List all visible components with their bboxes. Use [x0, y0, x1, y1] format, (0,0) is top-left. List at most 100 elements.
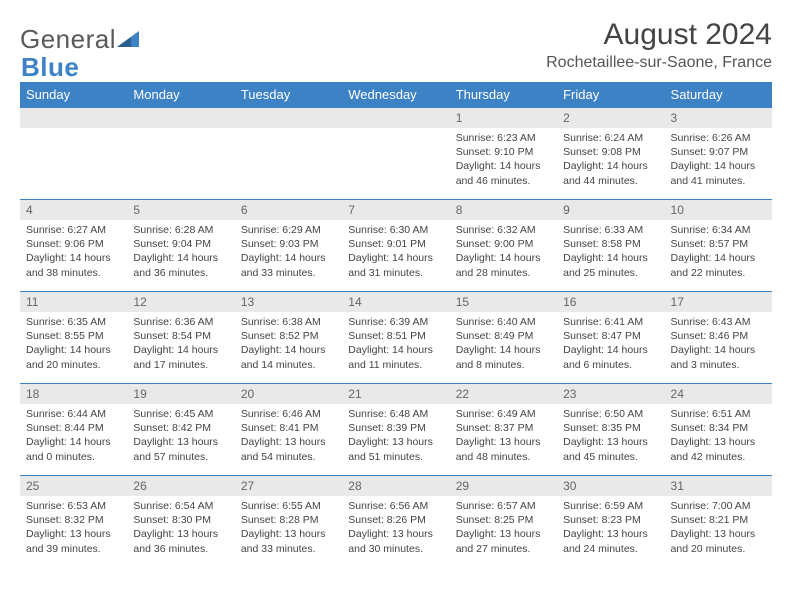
day-cell: 1Sunrise: 6:23 AMSunset: 9:10 PMDaylight… [450, 108, 557, 200]
day-number: 16 [557, 292, 664, 312]
calendar-table: Sunday Monday Tuesday Wednesday Thursday… [20, 82, 772, 568]
day-number: 5 [127, 200, 234, 220]
day-info: Sunrise: 6:29 AMSunset: 9:03 PMDaylight:… [235, 220, 342, 280]
day-cell: 13Sunrise: 6:38 AMSunset: 8:52 PMDayligh… [235, 292, 342, 384]
day-info: Sunrise: 6:54 AMSunset: 8:30 PMDaylight:… [127, 496, 234, 556]
day-info: Sunrise: 6:34 AMSunset: 8:57 PMDaylight:… [665, 220, 772, 280]
day-cell: 11Sunrise: 6:35 AMSunset: 8:55 PMDayligh… [20, 292, 127, 384]
month-title: August 2024 [546, 18, 772, 52]
day-info: Sunrise: 6:46 AMSunset: 8:41 PMDaylight:… [235, 404, 342, 464]
day-info: Sunrise: 6:45 AMSunset: 8:42 PMDaylight:… [127, 404, 234, 464]
day-info: Sunrise: 6:23 AMSunset: 9:10 PMDaylight:… [450, 128, 557, 188]
day-info: Sunrise: 6:48 AMSunset: 8:39 PMDaylight:… [342, 404, 449, 464]
week-row: 11Sunrise: 6:35 AMSunset: 8:55 PMDayligh… [20, 292, 772, 384]
day-info: Sunrise: 7:00 AMSunset: 8:21 PMDaylight:… [665, 496, 772, 556]
dow-tuesday: Tuesday [235, 82, 342, 108]
day-cell: 27Sunrise: 6:55 AMSunset: 8:28 PMDayligh… [235, 476, 342, 568]
day-cell: 5Sunrise: 6:28 AMSunset: 9:04 PMDaylight… [127, 200, 234, 292]
week-row: 18Sunrise: 6:44 AMSunset: 8:44 PMDayligh… [20, 384, 772, 476]
day-number: 21 [342, 384, 449, 404]
day-info: Sunrise: 6:35 AMSunset: 8:55 PMDaylight:… [20, 312, 127, 372]
day-info: Sunrise: 6:49 AMSunset: 8:37 PMDaylight:… [450, 404, 557, 464]
week-row: 4Sunrise: 6:27 AMSunset: 9:06 PMDaylight… [20, 200, 772, 292]
day-info: Sunrise: 6:53 AMSunset: 8:32 PMDaylight:… [20, 496, 127, 556]
empty-day-header [235, 108, 342, 128]
week-row: 1Sunrise: 6:23 AMSunset: 9:10 PMDaylight… [20, 108, 772, 200]
day-number: 19 [127, 384, 234, 404]
logo-sub: Blue [21, 52, 79, 83]
calendar-page: General August 2024 Rochetaillee-sur-Sao… [0, 0, 792, 568]
title-block: August 2024 Rochetaillee-sur-Saone, Fran… [546, 18, 772, 72]
day-info: Sunrise: 6:28 AMSunset: 9:04 PMDaylight:… [127, 220, 234, 280]
day-cell: 4Sunrise: 6:27 AMSunset: 9:06 PMDaylight… [20, 200, 127, 292]
day-info: Sunrise: 6:30 AMSunset: 9:01 PMDaylight:… [342, 220, 449, 280]
header: General August 2024 Rochetaillee-sur-Sao… [20, 18, 772, 72]
day-info: Sunrise: 6:44 AMSunset: 8:44 PMDaylight:… [20, 404, 127, 464]
day-number: 14 [342, 292, 449, 312]
day-number: 27 [235, 476, 342, 496]
day-info: Sunrise: 6:26 AMSunset: 9:07 PMDaylight:… [665, 128, 772, 188]
day-number: 8 [450, 200, 557, 220]
day-cell: 26Sunrise: 6:54 AMSunset: 8:30 PMDayligh… [127, 476, 234, 568]
calendar-body: 1Sunrise: 6:23 AMSunset: 9:10 PMDaylight… [20, 108, 772, 568]
day-number: 13 [235, 292, 342, 312]
empty-day-header [127, 108, 234, 128]
day-cell: 17Sunrise: 6:43 AMSunset: 8:46 PMDayligh… [665, 292, 772, 384]
day-info: Sunrise: 6:33 AMSunset: 8:58 PMDaylight:… [557, 220, 664, 280]
day-cell: 6Sunrise: 6:29 AMSunset: 9:03 PMDaylight… [235, 200, 342, 292]
day-info: Sunrise: 6:55 AMSunset: 8:28 PMDaylight:… [235, 496, 342, 556]
day-number: 1 [450, 108, 557, 128]
day-cell [20, 108, 127, 200]
location: Rochetaillee-sur-Saone, France [546, 54, 772, 72]
day-cell: 28Sunrise: 6:56 AMSunset: 8:26 PMDayligh… [342, 476, 449, 568]
day-number: 25 [20, 476, 127, 496]
day-cell: 24Sunrise: 6:51 AMSunset: 8:34 PMDayligh… [665, 384, 772, 476]
logo-text-blue: Blue [21, 52, 79, 82]
day-number: 12 [127, 292, 234, 312]
day-info: Sunrise: 6:40 AMSunset: 8:49 PMDaylight:… [450, 312, 557, 372]
day-info: Sunrise: 6:41 AMSunset: 8:47 PMDaylight:… [557, 312, 664, 372]
day-number: 22 [450, 384, 557, 404]
day-number: 17 [665, 292, 772, 312]
day-info: Sunrise: 6:36 AMSunset: 8:54 PMDaylight:… [127, 312, 234, 372]
day-cell: 16Sunrise: 6:41 AMSunset: 8:47 PMDayligh… [557, 292, 664, 384]
day-number: 3 [665, 108, 772, 128]
day-number: 28 [342, 476, 449, 496]
day-cell: 30Sunrise: 6:59 AMSunset: 8:23 PMDayligh… [557, 476, 664, 568]
day-info: Sunrise: 6:56 AMSunset: 8:26 PMDaylight:… [342, 496, 449, 556]
logo: General [20, 24, 139, 55]
day-number: 18 [20, 384, 127, 404]
day-info: Sunrise: 6:59 AMSunset: 8:23 PMDaylight:… [557, 496, 664, 556]
day-cell: 8Sunrise: 6:32 AMSunset: 9:00 PMDaylight… [450, 200, 557, 292]
day-info: Sunrise: 6:24 AMSunset: 9:08 PMDaylight:… [557, 128, 664, 188]
day-cell: 7Sunrise: 6:30 AMSunset: 9:01 PMDaylight… [342, 200, 449, 292]
day-number: 29 [450, 476, 557, 496]
day-number: 24 [665, 384, 772, 404]
dow-sunday: Sunday [20, 82, 127, 108]
day-number: 9 [557, 200, 664, 220]
day-cell: 23Sunrise: 6:50 AMSunset: 8:35 PMDayligh… [557, 384, 664, 476]
day-cell: 19Sunrise: 6:45 AMSunset: 8:42 PMDayligh… [127, 384, 234, 476]
day-cell [342, 108, 449, 200]
day-info: Sunrise: 6:39 AMSunset: 8:51 PMDaylight:… [342, 312, 449, 372]
day-info: Sunrise: 6:43 AMSunset: 8:46 PMDaylight:… [665, 312, 772, 372]
day-cell: 9Sunrise: 6:33 AMSunset: 8:58 PMDaylight… [557, 200, 664, 292]
dow-wednesday: Wednesday [342, 82, 449, 108]
day-number: 23 [557, 384, 664, 404]
day-info: Sunrise: 6:27 AMSunset: 9:06 PMDaylight:… [20, 220, 127, 280]
day-cell: 20Sunrise: 6:46 AMSunset: 8:41 PMDayligh… [235, 384, 342, 476]
day-info: Sunrise: 6:32 AMSunset: 9:00 PMDaylight:… [450, 220, 557, 280]
day-cell [127, 108, 234, 200]
week-row: 25Sunrise: 6:53 AMSunset: 8:32 PMDayligh… [20, 476, 772, 568]
dow-saturday: Saturday [665, 82, 772, 108]
day-cell: 31Sunrise: 7:00 AMSunset: 8:21 PMDayligh… [665, 476, 772, 568]
day-of-week-row: Sunday Monday Tuesday Wednesday Thursday… [20, 82, 772, 108]
day-cell: 21Sunrise: 6:48 AMSunset: 8:39 PMDayligh… [342, 384, 449, 476]
day-cell: 22Sunrise: 6:49 AMSunset: 8:37 PMDayligh… [450, 384, 557, 476]
day-cell: 12Sunrise: 6:36 AMSunset: 8:54 PMDayligh… [127, 292, 234, 384]
day-number: 31 [665, 476, 772, 496]
dow-friday: Friday [557, 82, 664, 108]
day-number: 6 [235, 200, 342, 220]
logo-text-general: General [20, 24, 116, 55]
day-cell: 25Sunrise: 6:53 AMSunset: 8:32 PMDayligh… [20, 476, 127, 568]
